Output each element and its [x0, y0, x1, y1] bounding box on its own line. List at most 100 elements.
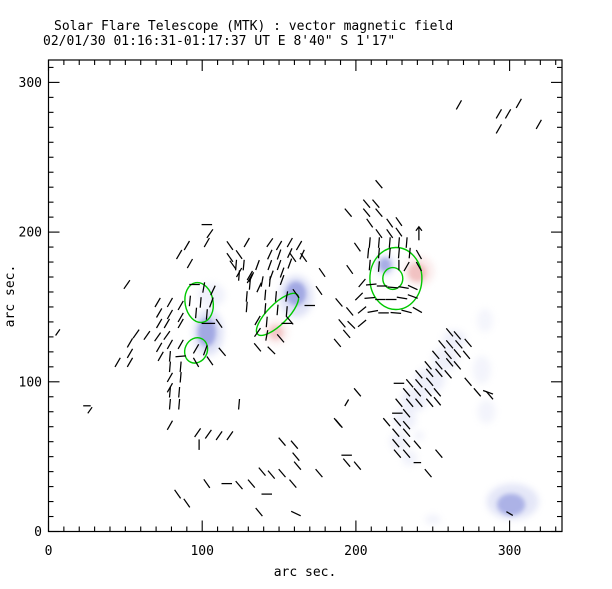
field-vector: [275, 240, 283, 251]
field-vector: [154, 297, 161, 308]
field-vector: [387, 286, 399, 289]
field-vector: [168, 398, 172, 410]
magnetogram-patch-neg: [442, 329, 467, 350]
field-vector: [464, 338, 472, 348]
field-vector: [433, 387, 442, 397]
field-vector: [166, 297, 174, 308]
field-vector: [425, 398, 434, 408]
field-vector: [397, 237, 401, 248]
field-vector: [347, 320, 356, 330]
y-tick-label: 300: [19, 76, 42, 91]
field-vector: [425, 368, 434, 378]
field-vector: [405, 237, 408, 248]
field-vector: [453, 360, 462, 370]
field-vector: [245, 291, 248, 302]
field-vector: [235, 249, 243, 260]
field-vector: [415, 369, 423, 379]
field-vector: [194, 307, 198, 319]
field-vector: [358, 278, 366, 288]
field-vector: [183, 498, 191, 508]
field-vector: [179, 372, 182, 383]
field-vector: [87, 406, 93, 414]
magnetogram-patch-neg: [477, 399, 496, 424]
field-vector: [178, 386, 181, 398]
field-vector: [357, 306, 367, 314]
field-vector: [407, 294, 418, 299]
field-vector: [143, 330, 151, 341]
field-vector: [237, 398, 241, 410]
y-axis-label: arc sec.: [3, 265, 18, 328]
field-vector: [464, 377, 472, 387]
field-vector: [415, 261, 423, 272]
field-vector: [255, 507, 263, 517]
field-vector: [215, 318, 223, 329]
field-vector: [245, 301, 248, 313]
vector-field-layer: [55, 98, 542, 517]
field-vector: [485, 390, 494, 400]
field-vector: [431, 350, 440, 360]
field-vector: [248, 279, 251, 290]
green-contour: [183, 337, 209, 364]
field-vector: [177, 339, 184, 350]
field-vector: [444, 369, 452, 379]
field-vector: [445, 327, 454, 337]
plot-frame: [47, 59, 563, 533]
field-vector: [396, 296, 408, 300]
field-vector: [209, 297, 214, 308]
field-vector: [392, 438, 400, 448]
field-vector: [395, 227, 403, 237]
field-vector: [206, 228, 214, 239]
field-vector: [264, 303, 267, 314]
field-vector: [453, 330, 462, 340]
field-vector: [274, 291, 278, 302]
magnetogram-patch-neg: [477, 308, 493, 333]
field-vector: [202, 282, 206, 293]
field-vector: [279, 274, 285, 286]
field-vector: [367, 247, 370, 259]
field-vector: [402, 408, 411, 418]
field-vector: [397, 247, 401, 259]
field-vector: [495, 108, 503, 119]
field-vector: [377, 237, 381, 248]
field-vector: [395, 398, 403, 408]
field-vector: [126, 357, 134, 368]
field-vector: [393, 417, 402, 427]
field-vector: [292, 288, 300, 299]
field-vector: [268, 276, 271, 287]
field-vector: [289, 479, 297, 489]
field-vector: [407, 284, 418, 291]
field-vector: [177, 300, 184, 311]
field-vector: [342, 458, 351, 468]
field-vector: [235, 480, 243, 490]
field-vector: [333, 338, 342, 348]
field-vector: [123, 279, 131, 290]
field-vector: [362, 199, 371, 209]
field-vector: [154, 332, 162, 342]
field-vector: [408, 247, 411, 259]
field-vector: [178, 398, 181, 410]
field-vector: [342, 329, 351, 339]
magnetogram-patch-neg-core: [497, 493, 526, 516]
field-vector: [344, 399, 350, 407]
field-vector: [482, 389, 494, 395]
field-vector: [255, 259, 260, 271]
field-vector: [453, 348, 462, 358]
field-vector: [218, 347, 227, 357]
field-vector: [345, 307, 354, 316]
chart-subtitle: 02/01/30 01:16:31-01:17:37 UT E 8'40" S …: [43, 34, 395, 49]
field-vector: [114, 357, 121, 368]
field-vector: [377, 247, 381, 259]
field-vector: [237, 270, 241, 281]
field-vector: [126, 337, 134, 348]
field-vector: [412, 306, 423, 314]
field-vector: [413, 387, 422, 397]
field-vector: [290, 440, 299, 450]
field-vector: [402, 438, 411, 448]
field-vector: [365, 283, 377, 286]
field-vector: [392, 428, 400, 438]
field-vector: [462, 350, 471, 360]
x-axis-label: arc sec.: [274, 565, 337, 580]
field-vector: [247, 479, 256, 489]
field-vector: [353, 387, 362, 397]
field-vector: [405, 378, 414, 388]
